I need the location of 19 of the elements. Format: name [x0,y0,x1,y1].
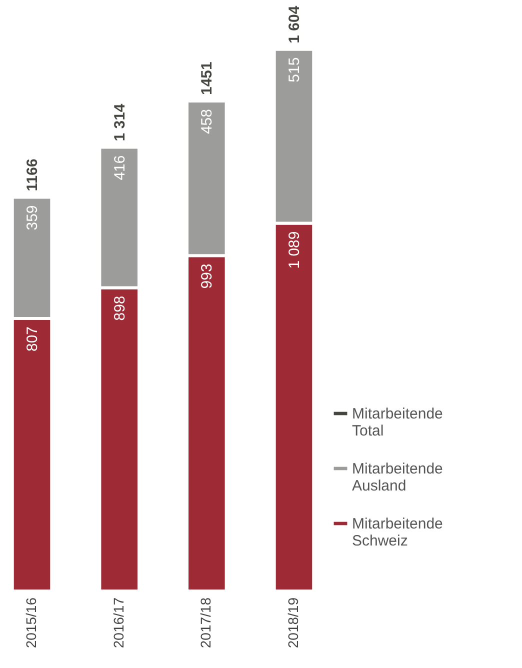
data-label: 416 [111,155,128,180]
x-tick-label: 2017/18 [198,597,214,648]
x-tick-label: 2018/19 [284,597,301,648]
data-label: 807 [24,326,42,352]
total-label: 1 604 [286,5,303,44]
data-label: 359 [24,205,42,230]
data-label: 515 [286,57,303,82]
total-label: 1451 [198,62,216,95]
data-label: 993 [198,264,216,289]
total-label: 1 314 [111,103,128,142]
legend-label: Mitarbeitende Ausland [352,460,443,494]
data-label: 458 [198,109,216,134]
legend-label: Mitarbeitende Schweiz [352,516,443,550]
data-label: 1 089 [286,231,303,269]
total-label: 1166 [24,158,42,192]
data-label: 898 [111,296,128,321]
legend-label: Mitarbeitende Total [352,406,443,440]
x-tick-label: 2016/17 [110,597,126,648]
x-tick-label: 2015/16 [23,597,40,648]
